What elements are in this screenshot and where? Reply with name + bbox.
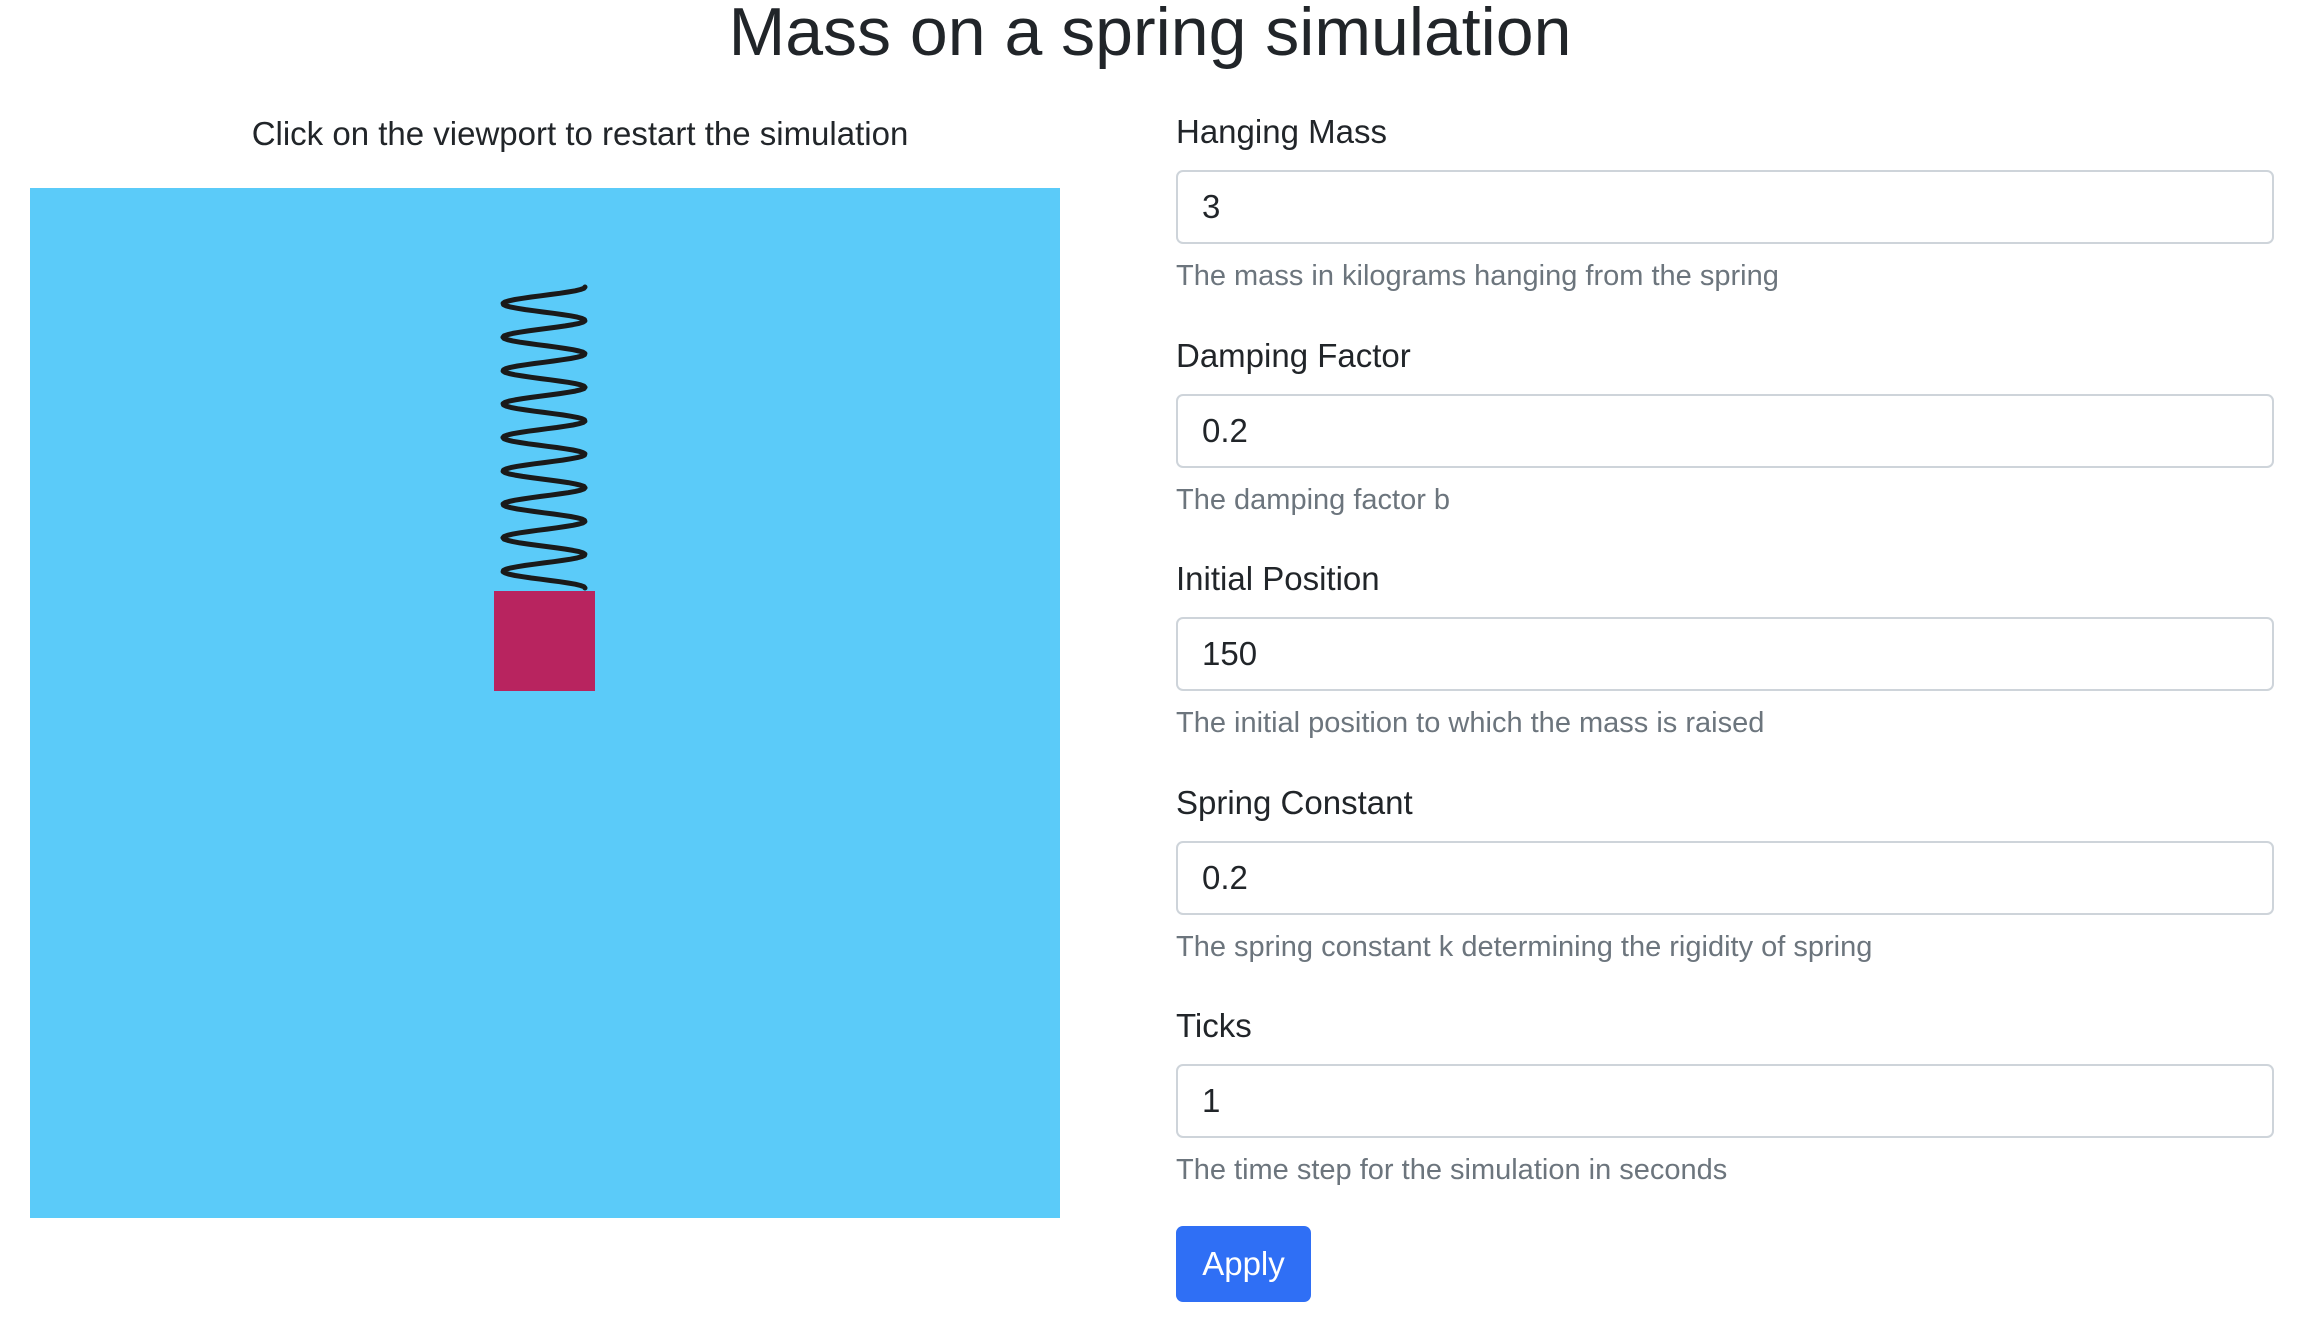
- apply-button[interactable]: Apply: [1176, 1226, 1311, 1302]
- simulation-canvas: [494, 284, 595, 691]
- damping-factor-help: The damping factor b: [1176, 484, 1451, 516]
- initial-position-input[interactable]: [1176, 617, 2274, 691]
- simulation-viewport[interactable]: [30, 188, 1060, 1218]
- viewport-instructions: Click on the viewport to restart the sim…: [251, 115, 909, 152]
- ticks-label: Ticks: [1176, 1007, 1252, 1044]
- hanging-mass-label: Hanging Mass: [1176, 113, 1387, 150]
- initial-position-help: The initial position to which the mass i…: [1176, 707, 1765, 739]
- ticks-input[interactable]: [1176, 1064, 2274, 1138]
- damping-factor-label: Damping Factor: [1176, 337, 1411, 374]
- spring-constant-help: The spring constant k determining the ri…: [1176, 931, 1873, 963]
- spring-constant-input[interactable]: [1176, 841, 2274, 915]
- page-title: Mass on a spring simulation: [728, 0, 1572, 70]
- hanging-mass-block: [494, 591, 595, 691]
- damping-factor-input[interactable]: [1176, 394, 2274, 468]
- spring-constant-label: Spring Constant: [1176, 784, 1413, 821]
- ticks-help: The time step for the simulation in seco…: [1176, 1154, 1728, 1186]
- initial-position-label: Initial Position: [1176, 560, 1380, 597]
- hanging-mass-help: The mass in kilograms hanging from the s…: [1176, 260, 1779, 292]
- spring: [500, 284, 588, 591]
- hanging-mass-input[interactable]: [1176, 170, 2274, 244]
